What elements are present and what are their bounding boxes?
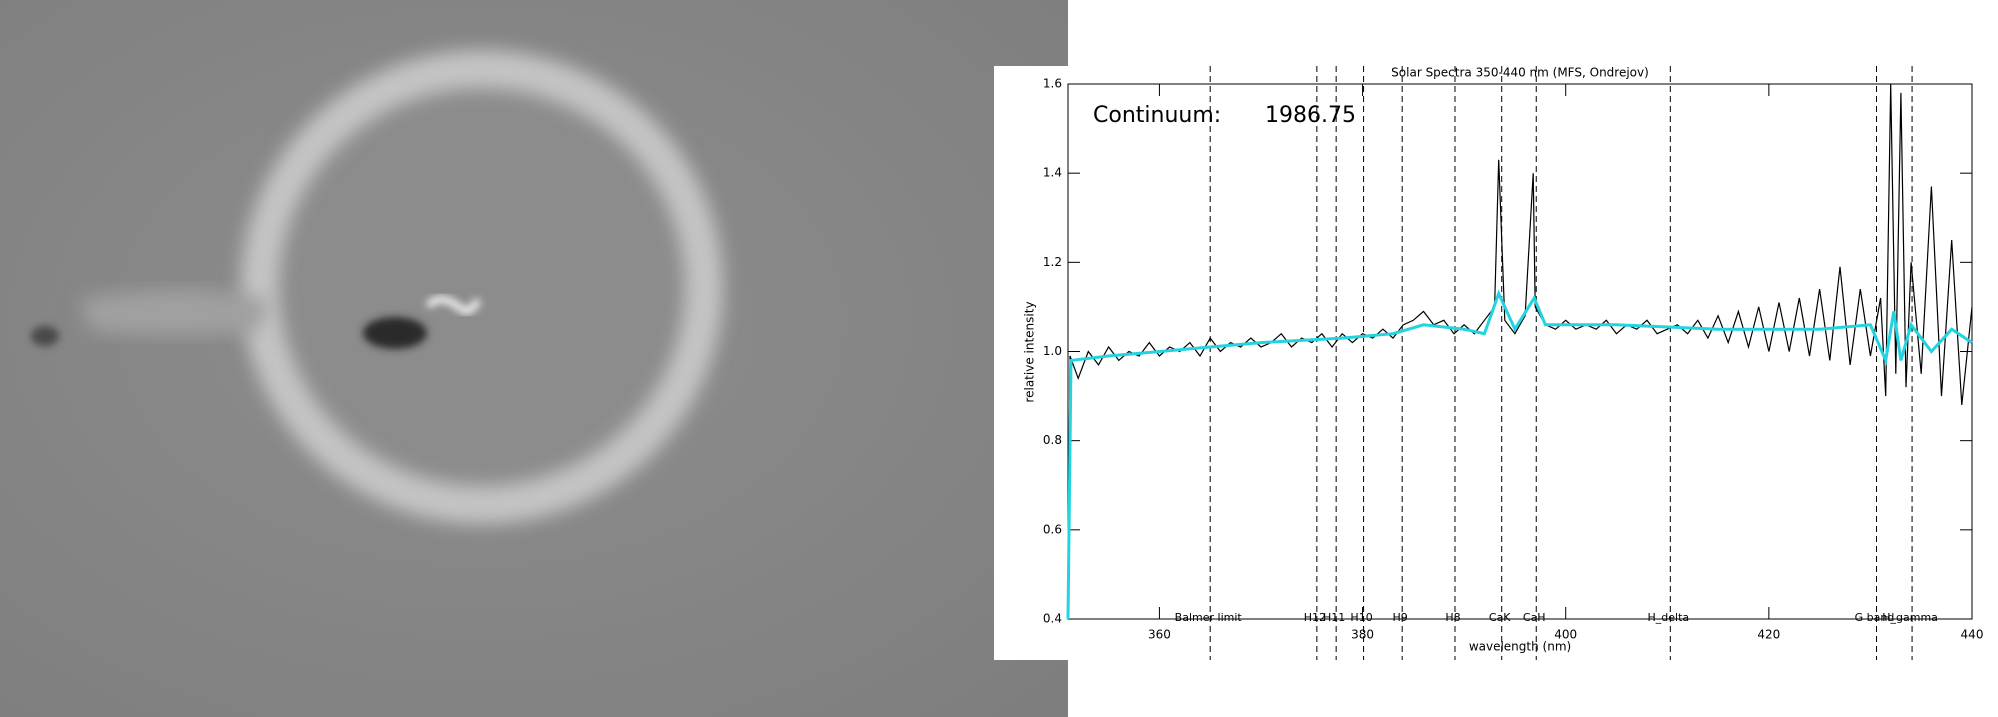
reference-label: CaK: [1489, 611, 1511, 624]
y-tick-label: 0.8: [1043, 433, 1062, 447]
annotation: 1986.75: [1265, 103, 1356, 128]
reference-label: G band: [1855, 611, 1895, 624]
y-tick-label: 1.4: [1043, 166, 1062, 180]
solar-image: [0, 0, 1068, 717]
series-line: [1066, 289, 1973, 620]
x-tick-label: 380: [1351, 628, 1374, 642]
plot-panel: [994, 66, 1998, 660]
y-tick-label: 1.0: [1043, 344, 1062, 358]
x-axis-label: wavelength (nm): [1469, 640, 1571, 654]
series-line: [1067, 83, 1973, 620]
reference-label: CaH: [1523, 611, 1546, 624]
reference-label: H9: [1393, 611, 1408, 624]
reference-label: H12: [1304, 611, 1326, 624]
reference-label: H8: [1445, 611, 1460, 624]
y-axis-label: relative intensity: [1023, 301, 1037, 402]
x-tick-label: 400: [1554, 628, 1577, 642]
y-tick-label: 0.4: [1043, 612, 1062, 626]
x-tick-label: 360: [1148, 628, 1171, 642]
reference-label: H11: [1323, 611, 1345, 624]
x-tick-label: 440: [1961, 628, 1984, 642]
x-tick-label: 420: [1757, 628, 1780, 642]
annotation: Continuum:: [1093, 103, 1221, 128]
reference-label: H10: [1350, 611, 1372, 624]
y-tick-label: 1.6: [1043, 77, 1062, 91]
reference-label: H_delta: [1648, 611, 1690, 624]
y-tick-label: 1.2: [1043, 255, 1062, 269]
chart-title: Solar Spectra 350-440 nm (MFS, Ondrejov): [1391, 66, 1649, 80]
reference-label: H_gamma: [1882, 611, 1938, 624]
reference-label: Balmer limit: [1175, 611, 1243, 624]
y-tick-label: 0.6: [1043, 522, 1062, 536]
